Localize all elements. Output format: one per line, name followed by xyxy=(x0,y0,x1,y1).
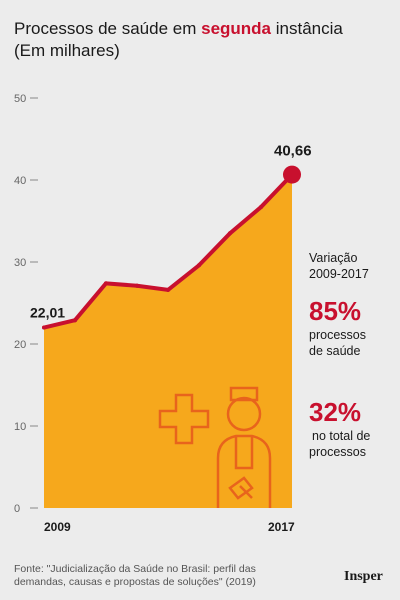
doctor-icon xyxy=(158,386,272,508)
medical-cross-icon xyxy=(158,393,210,445)
variation-label-line-2: 2009-2017 xyxy=(309,267,369,281)
data-point-2012 xyxy=(135,283,139,288)
data-point-2017 xyxy=(283,165,301,184)
data-label-last: 40,66 xyxy=(274,143,312,160)
y-tick-label-40: 40 xyxy=(14,175,26,187)
y-tick-label-30: 30 xyxy=(14,257,26,269)
source-note: Fonte: "Judicialização da Saúde no Brasi… xyxy=(14,563,314,589)
data-point-2013 xyxy=(166,287,170,292)
data-point-2010 xyxy=(73,318,77,323)
data-point-2009 xyxy=(42,325,46,330)
x-tick-label-last: 2017 xyxy=(268,520,295,534)
stat-health-desc-line-1: processos xyxy=(309,328,366,342)
stat-total-desc-line-2: processos xyxy=(309,445,366,459)
data-point-2011 xyxy=(104,281,108,286)
data-point-2014 xyxy=(197,263,201,268)
data-point-2016 xyxy=(259,205,263,210)
series-line-segment xyxy=(73,281,108,323)
chart-title: Processos de saúde em segunda instância xyxy=(14,18,343,40)
data-point-2015 xyxy=(228,231,232,236)
title-part-2: instância xyxy=(271,19,343,38)
variation-label: Variação 2009-2017 xyxy=(309,250,369,282)
series-line-segment xyxy=(197,231,232,268)
series-line-segment xyxy=(166,263,201,292)
variation-label-line-1: Variação xyxy=(309,251,358,265)
series-line-segment xyxy=(104,281,139,288)
y-tick-label-50: 50 xyxy=(14,93,26,105)
source-line-2: demandas, causas e propostas de soluções… xyxy=(14,576,256,588)
title-highlight: segunda xyxy=(201,19,272,38)
source-line-1: Fonte: "Judicialização da Saúde no Brasi… xyxy=(14,563,256,575)
series-line-segment xyxy=(42,318,77,330)
top-bar xyxy=(0,0,400,6)
stat-total-value: 32% xyxy=(309,397,362,427)
stat-health-desc-line-2: de saúde xyxy=(309,344,361,358)
stat-health-desc: processos de saúde xyxy=(309,327,366,359)
stat-health-value: 85% xyxy=(309,296,362,326)
area-fill xyxy=(44,174,292,508)
data-label-first: 22,01 xyxy=(30,305,65,321)
y-tick-label-10: 10 xyxy=(14,421,26,433)
insper-logo: Insper xyxy=(344,569,383,584)
y-tick-label-0: 0 xyxy=(14,503,20,515)
stat-total-desc-line-1: no total de xyxy=(312,429,371,443)
series-line-segment xyxy=(135,283,170,292)
chart-subtitle: (Em milhares) xyxy=(14,41,120,60)
y-tick-label-20: 20 xyxy=(14,339,26,351)
title-part-1: Processos de saúde em xyxy=(14,19,202,38)
stat-total-desc: no total de processos xyxy=(309,428,370,460)
series-line-segment xyxy=(228,205,263,236)
x-tick-label-first: 2009 xyxy=(44,520,71,534)
